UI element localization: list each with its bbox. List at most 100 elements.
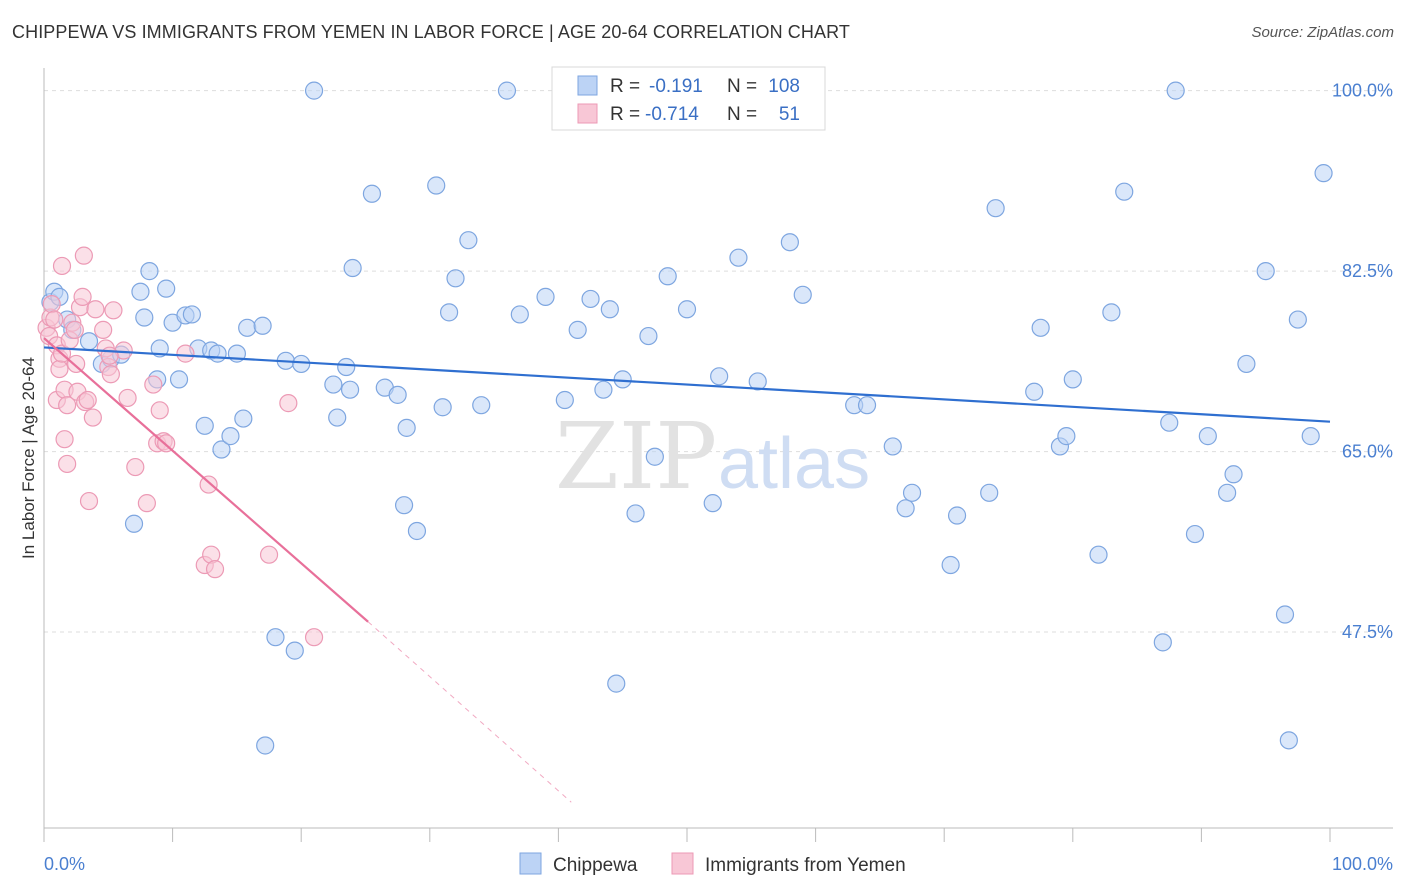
chippewa-point bbox=[150, 339, 169, 358]
chippewa-point bbox=[607, 674, 626, 693]
yemen-point bbox=[126, 457, 145, 477]
chippewa-point bbox=[140, 262, 159, 281]
yemen-point bbox=[199, 475, 218, 494]
chippewa-point bbox=[324, 375, 343, 394]
chippewa-point bbox=[212, 440, 231, 459]
chippewa-point bbox=[253, 316, 272, 335]
chippewa-point bbox=[536, 287, 555, 306]
chippewa-point bbox=[581, 289, 600, 309]
chippewa-point bbox=[729, 248, 748, 267]
chippewa-point bbox=[340, 380, 360, 399]
chippewa-point bbox=[439, 303, 459, 322]
yemen-point bbox=[101, 365, 120, 384]
chippewa-point bbox=[780, 233, 799, 252]
x-tick-label-max: 100.0% bbox=[1332, 854, 1393, 874]
chippewa-point bbox=[394, 496, 414, 515]
chippewa-point bbox=[986, 199, 1005, 218]
chippewa-point bbox=[234, 409, 253, 428]
chippewa-point bbox=[600, 300, 619, 319]
yemen-trend-line bbox=[43, 337, 369, 623]
chippewa-point bbox=[292, 354, 311, 374]
chippewa-point bbox=[555, 390, 574, 410]
chippewa-point bbox=[285, 641, 304, 660]
yemen-point bbox=[42, 295, 61, 314]
chippewa-point bbox=[1314, 164, 1333, 183]
chippewa-point bbox=[902, 483, 922, 502]
yemen-point bbox=[279, 394, 298, 413]
chippewa-point bbox=[857, 396, 877, 415]
chippewa-point bbox=[304, 81, 324, 100]
chippewa-point bbox=[1153, 633, 1172, 652]
chippewa-point bbox=[208, 344, 227, 363]
chippewa-point bbox=[1102, 303, 1121, 322]
axes-layer bbox=[43, 68, 1393, 842]
chippewa-point bbox=[124, 514, 144, 533]
chippewa-point bbox=[1256, 262, 1275, 281]
yemen-trend-extension bbox=[367, 621, 572, 803]
chippewa-point bbox=[1279, 731, 1298, 750]
chippewa-point bbox=[337, 357, 356, 377]
chippewa-point bbox=[427, 176, 446, 195]
legend-r-label-yemen: R = bbox=[610, 104, 640, 125]
chippewa-point bbox=[328, 408, 347, 427]
trend-layer bbox=[43, 337, 1331, 803]
yemen-point bbox=[205, 560, 225, 579]
yemen-point bbox=[83, 408, 102, 427]
yemen-point bbox=[100, 346, 119, 365]
chippewa-point bbox=[169, 370, 189, 389]
yemen-point bbox=[150, 401, 169, 420]
chippewa-point bbox=[135, 308, 154, 327]
chippewa-point bbox=[980, 483, 999, 502]
chippewa-point bbox=[1063, 370, 1082, 389]
chippewa-point bbox=[1237, 354, 1256, 374]
yemen-point bbox=[52, 256, 72, 276]
chippewa-point bbox=[79, 332, 99, 351]
chippewa-point bbox=[639, 326, 658, 346]
bottom-legend-swatch-chippewa bbox=[519, 852, 542, 875]
x-tick-label-min: 0.0% bbox=[44, 854, 85, 874]
chippewa-point bbox=[748, 372, 767, 391]
chippewa-point bbox=[1166, 81, 1185, 100]
chippewa-point bbox=[472, 396, 491, 415]
yemen-point bbox=[94, 320, 113, 339]
chippewa-point bbox=[594, 380, 613, 399]
yemen-point bbox=[259, 545, 279, 564]
chippewa-point bbox=[362, 184, 382, 203]
chippewa-point bbox=[459, 231, 478, 250]
legend-box: R = -0.191 N = 108 R = -0.714 N = 51 bbox=[551, 66, 826, 131]
chippewa-point bbox=[433, 398, 452, 417]
chippewa-point bbox=[1185, 524, 1205, 544]
yemen-point bbox=[74, 246, 93, 265]
yemen-point bbox=[144, 375, 163, 394]
yemen-point bbox=[50, 359, 69, 379]
chippewa-point bbox=[1031, 318, 1050, 337]
chippewa-point bbox=[1288, 310, 1307, 329]
yemen-point bbox=[58, 396, 77, 415]
chippewa-point bbox=[343, 258, 362, 278]
chippewa-point bbox=[256, 736, 275, 755]
yemen-point bbox=[304, 628, 324, 647]
chippewa-point bbox=[510, 305, 529, 324]
chippewa-point bbox=[157, 279, 176, 298]
chippewa-point bbox=[182, 305, 201, 324]
chippewa-point bbox=[677, 300, 697, 319]
chippewa-point bbox=[195, 416, 214, 435]
chippewa-point bbox=[658, 267, 677, 286]
legend-r-label-chippewa: R = bbox=[610, 76, 640, 97]
source-label: Source: ZipAtlas.com bbox=[1251, 24, 1394, 41]
yemen-point bbox=[104, 301, 123, 320]
yemen-point bbox=[55, 430, 74, 449]
chippewa-point bbox=[1160, 413, 1179, 432]
bottom-legend-label-chippewa: Chippewa bbox=[553, 855, 638, 876]
chippewa-point bbox=[1025, 382, 1044, 401]
chippewa-point bbox=[388, 385, 407, 404]
bottom-legend: Chippewa Immigrants from Yemen bbox=[519, 852, 906, 876]
chippewa-point bbox=[397, 418, 416, 437]
y-axis-label: In Labor Force | Age 20-64 bbox=[19, 357, 38, 559]
chippewa-point bbox=[266, 628, 285, 647]
yemen-point bbox=[45, 310, 64, 329]
chippewa-trend-line bbox=[43, 346, 1331, 423]
chippewa-point bbox=[941, 555, 960, 575]
chippewa-point bbox=[238, 318, 257, 337]
